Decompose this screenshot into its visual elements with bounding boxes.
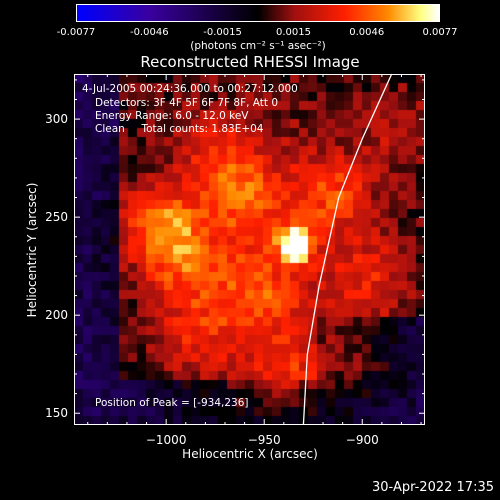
x-tick-label: −900	[346, 433, 379, 447]
x-tick-label: −1000	[146, 433, 187, 447]
y-tick-label: 200	[45, 308, 68, 322]
y-tick-label: 250	[45, 210, 68, 224]
solar-limb-line	[302, 73, 393, 426]
clean-counts-annotation: Clean Total counts: 1.83E+04	[95, 123, 264, 135]
peak-position-annotation: Position of Peak = [-934,236]	[95, 397, 249, 409]
time-range-annotation: 4-Jul-2005 00:24:36.000 to 00:27:12.000	[82, 83, 298, 95]
heatmap-image	[74, 74, 425, 425]
colorbar-tick-label: -0.0077	[56, 27, 96, 38]
chart-title: Reconstructed RHESSI Image	[140, 53, 360, 71]
detectors-annotation: Detectors: 3F 4F 5F 6F 7F 8F, Att 0	[95, 97, 279, 109]
y-tick-label: 150	[45, 406, 68, 420]
y-axis-label: Heliocentric Y (arcsec)	[25, 182, 39, 318]
x-tick-label: −950	[248, 433, 281, 447]
colorbar-tick-label: 0.0046	[349, 27, 385, 38]
x-axis-label: Heliocentric X (arcsec)	[182, 447, 318, 461]
colorbar	[76, 4, 440, 22]
colorbar-units-label: (photons cm⁻² s⁻¹ asec⁻²)	[190, 40, 326, 52]
y-tick-label: 300	[45, 112, 68, 126]
colorbar-tick-label: 0.0015	[275, 27, 311, 38]
colorbar-tick-label: -0.0015	[203, 27, 242, 38]
colorbar-tick-label: -0.0046	[129, 27, 169, 38]
energy-range-annotation: Energy Range: 6.0 - 12.0 keV	[95, 110, 249, 122]
colorbar-tick-label: 0.0077	[422, 27, 458, 38]
timestamp: 30-Apr-2022 17:35	[372, 480, 494, 495]
